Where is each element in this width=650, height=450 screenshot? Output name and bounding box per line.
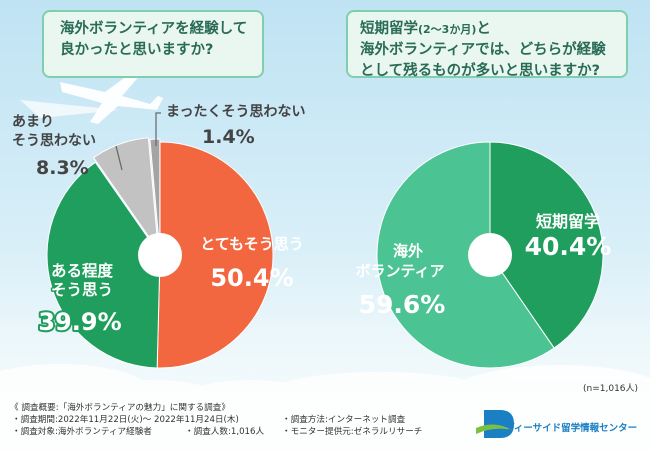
survey-provider: ・モニター提供元:ゼネラルリサーチ [282,427,423,437]
question-right-line-1-main: 短期留学 [360,21,418,37]
cloud-decoration [0,364,650,450]
airplane-icon [20,70,163,124]
question-box-left: 海外ボランティアを経験して 良かったと思いますか? [42,10,264,78]
right-label-value-0: 40.4% [525,232,612,261]
left-pie-slice-0 [156,141,274,369]
right-pie-slice-1 [376,141,555,369]
right-label-category-0: 短期留学 [536,212,600,231]
label-category-0: とてもそう思う [200,235,304,253]
right-pie-slice-0 [489,141,604,349]
right-label-category-1-line-2: ボランティア [355,262,444,280]
question-right-line-1-paren: (2〜3か月) [418,23,477,36]
label-category-3: まったくそう思わない [166,104,305,120]
left-pie-slice-3 [149,138,161,253]
question-right-line-1-end: と [476,21,491,37]
question-left-line-1: 海外ボランティアを経験して [60,21,248,37]
survey-period: ・調査期間:2022年11月22日(火)〜 2022年11月24日(木) [12,415,239,425]
right-pie-hole [468,233,512,277]
label-category-2-line-1: あまり [12,114,54,130]
pie-chart-right [376,141,604,369]
right-label-category-1-line-1: 海外 [393,242,423,260]
left-pie-slice-1 [46,161,161,369]
brand-name: ディーサイド留学情報センター [505,423,638,434]
survey-summary: 《 調査概要:「海外ボランティアの魅力」に関する調査》 [10,403,230,413]
sample-size-label: (n=1,016人) [583,384,639,394]
question-right-line-2: 海外ボランティアでは、どちらが経験 [360,42,606,58]
logo-icon [476,410,514,438]
left-pie-slice-2 [92,137,159,253]
label-value-3: 1.4% [202,126,255,148]
left-pie-hole [138,233,182,277]
question-right-line-3: として残るものが多いと思いますか? [360,63,600,79]
survey-count: ・調査人数:1,016人 [185,427,265,437]
label-category-1-line-2: そう思う [51,281,113,299]
question-box-right: 短期留学(2〜3か月)と 海外ボランティアでは、どちらが経験 として残るものが多… [346,10,628,79]
question-left-line-2: 良かったと思いますか? [60,42,214,58]
label-value-1: 39.9% [38,308,121,336]
label-value-2: 8.3% [36,157,89,179]
label-value-0: 50.4% [210,264,293,292]
leader-line-3 [155,112,161,146]
pie-chart-left [46,137,274,369]
label-category-1-line-1: ある程度 [51,261,114,280]
right-label-value-1: 59.6% [359,290,446,319]
survey-target: ・調査対象:海外ボランティア経験者 [12,427,152,437]
leader-line-2 [115,145,123,171]
label-category-2-line-2: そう思わない [12,133,96,149]
survey-method: ・調査方法:インターネット調査 [282,415,406,425]
